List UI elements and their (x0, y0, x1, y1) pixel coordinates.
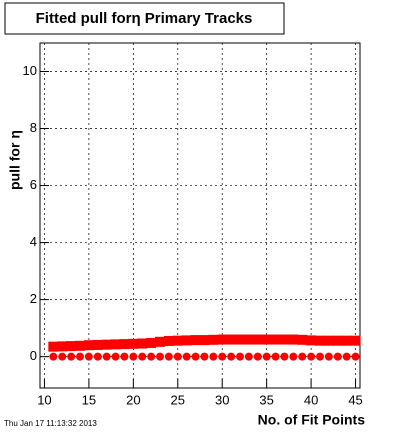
x-tick-label: 35 (259, 392, 273, 407)
marker (288, 334, 299, 345)
marker (261, 334, 272, 345)
marker (199, 335, 210, 346)
marker (208, 334, 219, 345)
title-box (4, 2, 285, 35)
marker (129, 352, 138, 361)
marker (146, 337, 157, 348)
x-tick-label: 15 (82, 392, 96, 407)
y-tick-label: 8 (30, 120, 37, 135)
marker (297, 334, 308, 345)
marker (191, 352, 200, 361)
marker (306, 335, 317, 346)
marker (350, 335, 361, 346)
marker (244, 352, 253, 361)
marker (341, 335, 352, 346)
marker (253, 352, 262, 361)
y-tick-label: 4 (30, 234, 37, 249)
y-tick-label: 2 (30, 291, 37, 306)
marker (75, 340, 85, 351)
marker (48, 341, 59, 352)
marker (280, 352, 289, 361)
marker (102, 352, 111, 361)
marker (270, 334, 281, 345)
marker (333, 352, 342, 361)
marker (156, 352, 164, 361)
marker (252, 334, 263, 345)
marker (137, 338, 148, 349)
y-tick-label: 0 (30, 348, 37, 363)
marker (271, 352, 280, 361)
chart-title: Fitted pull forη Primary Tracks (36, 10, 253, 27)
marker (218, 352, 227, 361)
x-tick-label: 25 (171, 392, 185, 407)
marker (163, 335, 174, 346)
marker (173, 352, 182, 361)
marker (236, 352, 244, 361)
marker (119, 339, 130, 350)
marker (323, 335, 334, 346)
marker (120, 352, 129, 361)
marker (351, 352, 360, 361)
marker (83, 340, 94, 351)
marker (181, 335, 192, 346)
plot-frame (39, 42, 361, 389)
marker (342, 352, 351, 361)
marker (84, 352, 93, 361)
marker (243, 334, 254, 345)
marker (58, 352, 67, 361)
marker (190, 335, 201, 346)
marker (307, 352, 316, 361)
marker (155, 336, 165, 347)
marker (200, 352, 209, 361)
marker (128, 338, 139, 349)
marker (172, 335, 183, 346)
y-tick-label: 6 (30, 177, 37, 192)
x-tick-label: 10 (37, 392, 51, 407)
x-axis-label: No. of Fit Points (258, 412, 366, 428)
x-tick-label: 30 (215, 392, 229, 407)
footer: Thu Jan 17 11:13:32 2013 (4, 419, 97, 428)
marker (182, 352, 191, 361)
marker (298, 352, 307, 361)
marker (217, 334, 228, 345)
marker (101, 339, 112, 350)
marker (235, 334, 245, 345)
x-tick-label: 45 (348, 392, 362, 407)
marker (67, 352, 76, 361)
marker (76, 352, 84, 361)
marker (92, 339, 103, 350)
marker (66, 341, 77, 352)
x-tick-label: 40 (304, 392, 318, 407)
marker (332, 335, 343, 346)
y-tick-label: 10 (23, 63, 37, 78)
marker (111, 352, 120, 361)
marker (262, 352, 271, 361)
marker (279, 334, 290, 345)
marker (110, 339, 121, 350)
marker (138, 352, 147, 361)
marker (316, 352, 324, 361)
marker (57, 341, 68, 352)
marker (49, 352, 58, 361)
marker (93, 352, 102, 361)
marker (315, 335, 325, 346)
marker (226, 334, 237, 345)
marker (324, 352, 333, 361)
y-axis-label: pull for η (7, 130, 23, 190)
x-tick-label: 20 (126, 392, 140, 407)
marker (227, 352, 236, 361)
marker (147, 352, 156, 361)
marker (209, 352, 218, 361)
marker (289, 352, 298, 361)
marker (164, 352, 173, 361)
